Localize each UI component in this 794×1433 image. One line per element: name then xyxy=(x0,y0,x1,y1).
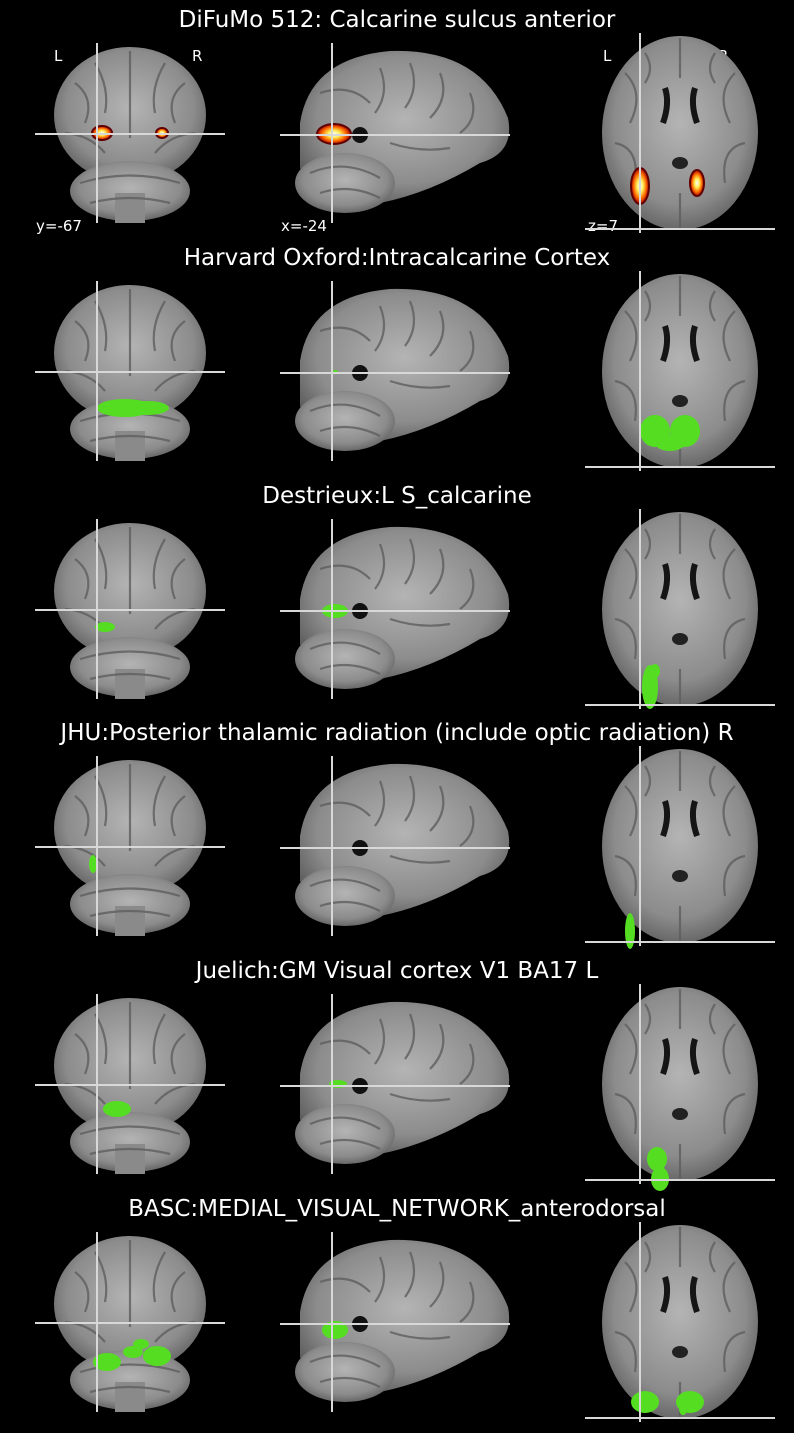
roi-overlay xyxy=(93,1353,121,1371)
right-orientation-label-coronal: R xyxy=(192,47,203,65)
row-title-harvard-oxford: Harvard Oxford:Intracalcarine Cortex xyxy=(183,245,611,271)
axial-coordinate-label: z=7 xyxy=(588,217,618,235)
roi-overlay xyxy=(322,1321,348,1339)
sagittal-slice xyxy=(280,519,510,699)
roi-overlay xyxy=(123,1346,143,1358)
row-title-basc: BASC:MEDIAL_VISUAL_NETWORK_anterodorsal xyxy=(128,1196,666,1222)
roi-overlay xyxy=(631,1391,659,1413)
row-title-difumo: DiFuMo 512: Calcarine sulcus anterior xyxy=(178,7,616,33)
roi-overlay xyxy=(133,1339,149,1349)
axial-slice xyxy=(585,984,775,1191)
roi-overlay xyxy=(125,401,169,415)
roi-overlay xyxy=(143,1346,171,1366)
roi-overlay xyxy=(95,622,115,632)
sagittal-slice xyxy=(280,1232,510,1412)
coronal-coordinate-label: y=-67 xyxy=(36,217,82,235)
roi-overlay xyxy=(103,1101,131,1117)
sagittal-slice xyxy=(280,756,510,936)
roi-overlay xyxy=(647,1147,667,1171)
coronal-slice xyxy=(35,43,225,223)
axial-slice xyxy=(585,509,775,709)
coronal-slice xyxy=(35,281,225,461)
left-orientation-label-coronal: L xyxy=(54,47,63,65)
sagittal-coordinate-label: x=-24 xyxy=(281,217,327,235)
sagittal-slice xyxy=(280,281,510,461)
roi-overlay xyxy=(625,913,635,949)
sagittal-slice xyxy=(280,43,510,223)
axial-slice xyxy=(585,33,775,233)
sagittal-slice xyxy=(280,994,510,1174)
row-title-destrieux: Destrieux:L S_calcarine xyxy=(262,483,532,509)
left-orientation-label-axial: L xyxy=(603,47,612,65)
row-title-juelich: Juelich:GM Visual cortex V1 BA17 L xyxy=(195,958,599,984)
coronal-slice xyxy=(35,1232,225,1412)
coronal-slice xyxy=(35,756,225,936)
row-title-jhu: JHU:Posterior thalamic radiation (includ… xyxy=(60,720,734,746)
roi-overlay xyxy=(689,169,705,197)
roi-overlay xyxy=(655,435,685,451)
coronal-slice xyxy=(35,994,225,1174)
coronal-slice xyxy=(35,519,225,699)
roi-overlay xyxy=(650,664,660,678)
axial-slice xyxy=(585,746,775,949)
roi-overlay xyxy=(89,855,97,873)
roi-overlay xyxy=(679,1403,687,1415)
axial-slice xyxy=(585,1222,775,1422)
axial-slice xyxy=(585,271,775,471)
